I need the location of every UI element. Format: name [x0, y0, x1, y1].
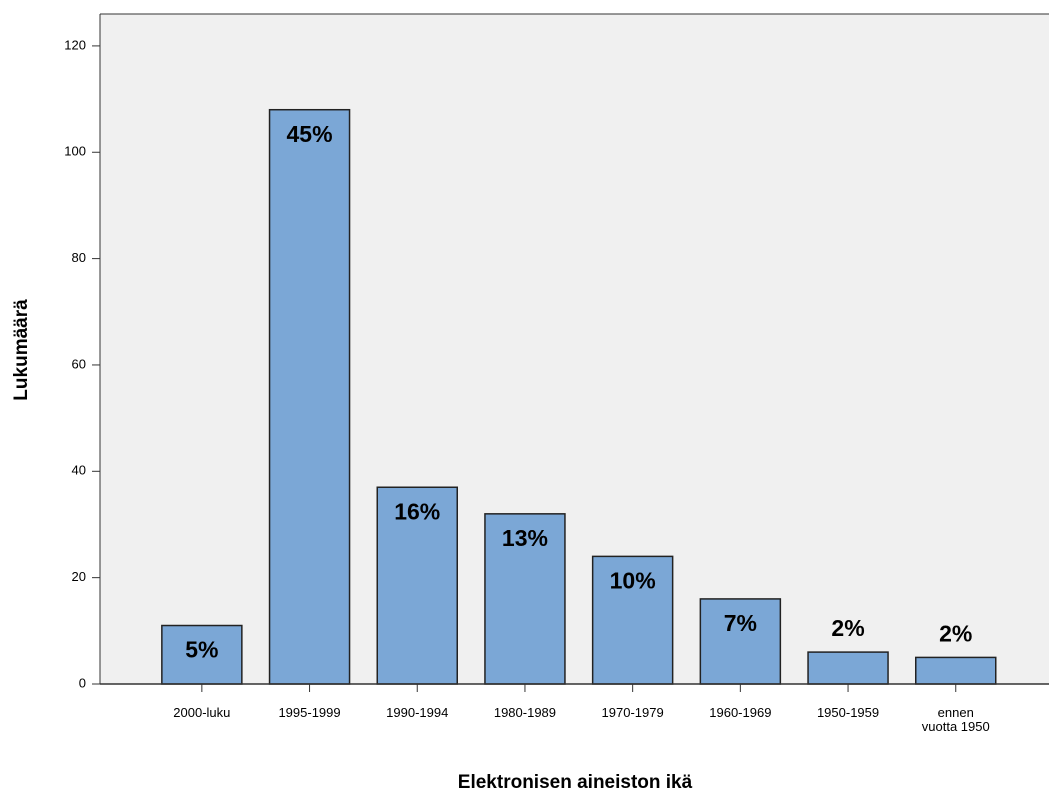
- x-tick-label: 1970-1979: [601, 705, 664, 720]
- bar: [268, 108, 351, 685]
- y-tick-label: 20: [72, 569, 86, 584]
- bar-label: 7%: [724, 610, 757, 636]
- y-tick-label: 100: [64, 144, 86, 159]
- y-tick-label: 120: [64, 37, 86, 52]
- bar: [376, 486, 458, 685]
- plot-area: [100, 14, 1049, 684]
- bar-label: 5%: [185, 637, 218, 663]
- y-tick-label: 60: [72, 356, 86, 371]
- y-tick-label: 80: [72, 250, 86, 265]
- bar-label: 13%: [502, 525, 548, 551]
- bar-label: 16%: [394, 498, 440, 524]
- bar: [807, 651, 889, 685]
- x-tick-label: 1990-1994: [386, 705, 449, 720]
- x-tick-label: 1995-1999: [278, 705, 341, 720]
- y-tick-label: 40: [72, 463, 86, 478]
- bar: [161, 624, 243, 685]
- y-tick-label: 0: [79, 675, 86, 690]
- bar: [484, 513, 566, 685]
- bar: [699, 598, 782, 685]
- bar-label: 2%: [831, 615, 864, 641]
- x-tick-label: 1980-1989: [493, 705, 557, 720]
- bar-label: 45%: [287, 121, 333, 147]
- x-tick-label: 1950-1959: [816, 705, 880, 720]
- x-tick-label: 1960-1969: [709, 705, 772, 720]
- x-axis-title: Elektronisen aineiston ikä: [458, 772, 693, 793]
- bar-label: 10%: [610, 567, 656, 593]
- bar-label: 2%: [939, 620, 972, 646]
- y-axis-title: Lukumäärä: [11, 299, 32, 401]
- x-tick-label: ennen vuotta 1950: [921, 705, 990, 734]
- x-tick-label: 2000-luku: [173, 705, 231, 720]
- bar: [915, 656, 997, 685]
